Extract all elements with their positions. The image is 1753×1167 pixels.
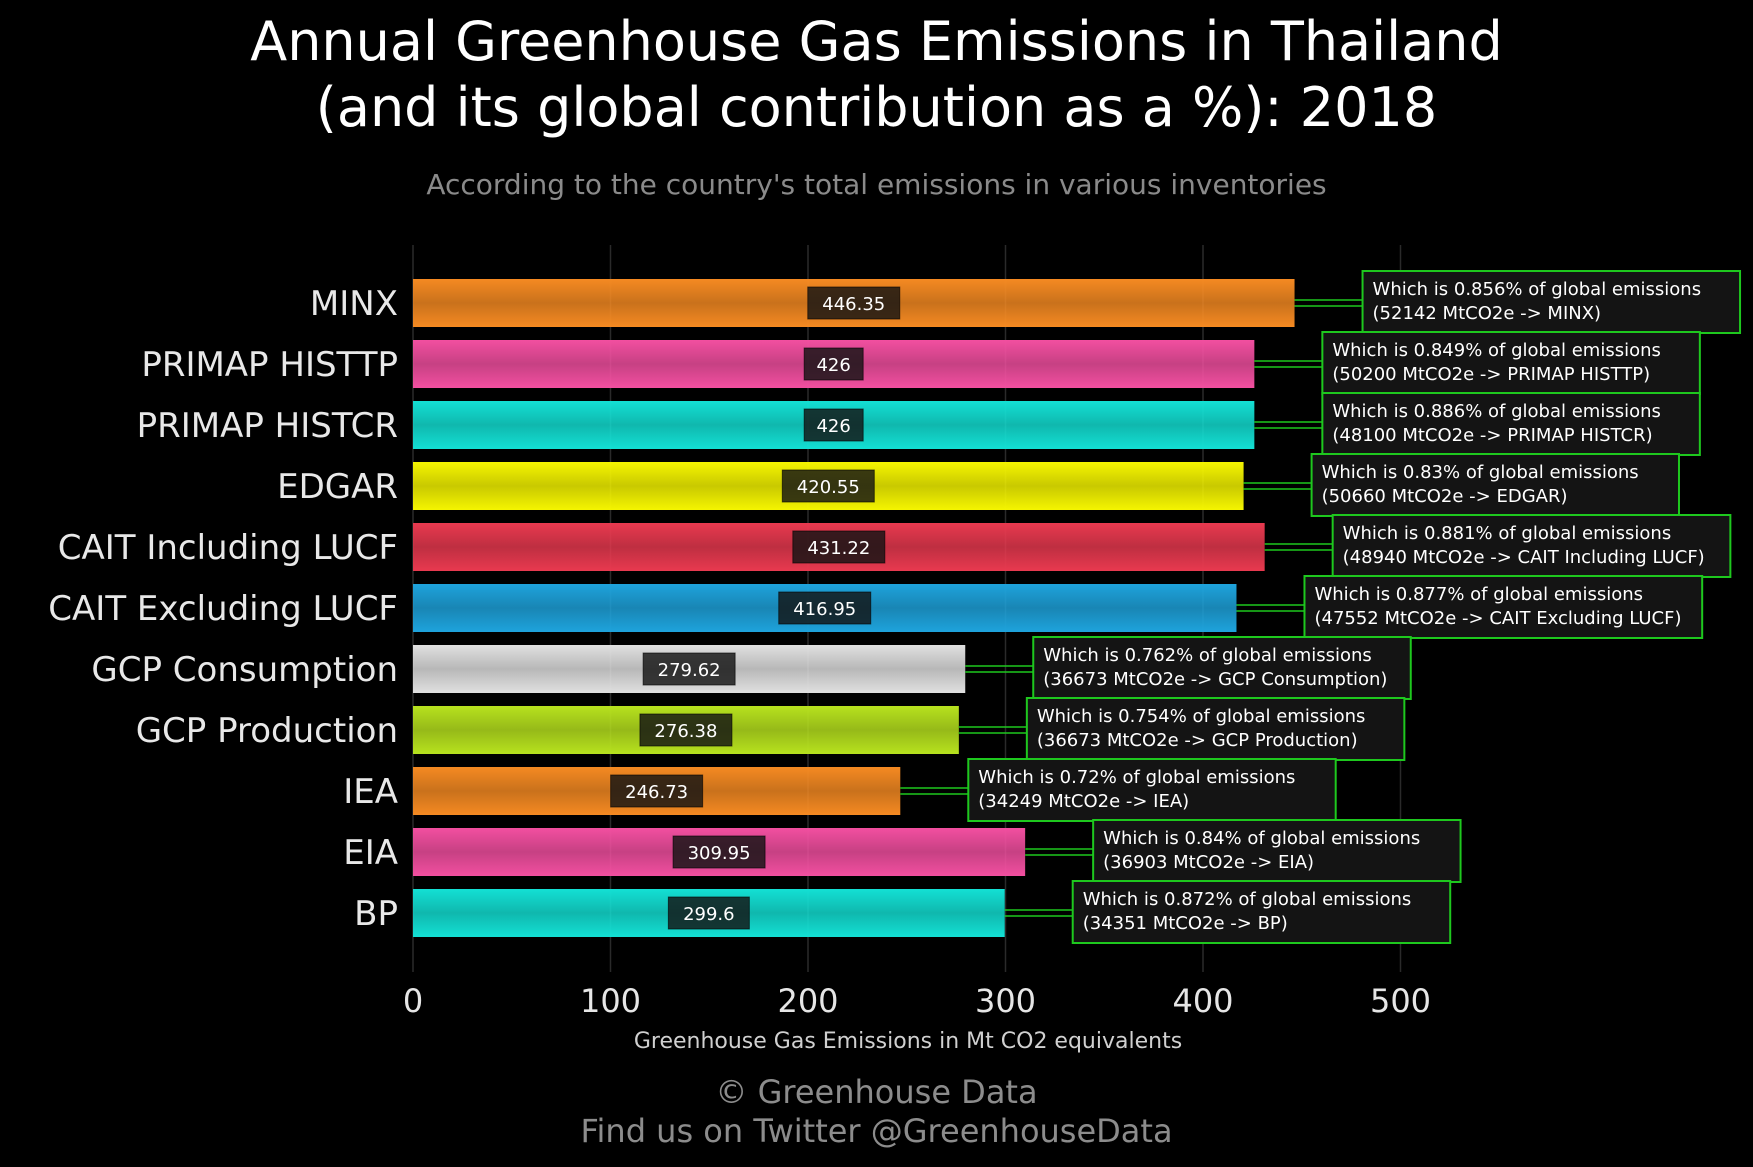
annotation-box xyxy=(1321,331,1701,395)
x-tick-label: 400 xyxy=(1172,982,1233,1020)
annotation-text-line-2: (34351 MtCO2e -> BP) xyxy=(1083,913,1288,934)
annotation-text-line-2: (36903 MtCO2e -> EIA) xyxy=(1103,852,1314,873)
y-category-label: EIA xyxy=(343,833,398,873)
annotation-text-line-2: (47552 MtCO2e -> CAIT Excluding LUCF) xyxy=(1314,608,1681,629)
y-category-label: MINX xyxy=(310,284,398,324)
value-label-box xyxy=(803,347,864,381)
annotation-box xyxy=(1303,575,1704,639)
annotation-box xyxy=(1032,636,1412,700)
annotation-box xyxy=(1361,270,1742,334)
chart-title-line-1: Annual Greenhouse Gas Emissions in Thail… xyxy=(250,10,1503,73)
value-label-box xyxy=(672,835,766,869)
annotation-box xyxy=(1310,453,1680,517)
x-tick-label: 300 xyxy=(975,982,1036,1020)
value-label: 431.22 xyxy=(807,538,870,559)
annotation-text-line-1: Which is 0.877% of global emissions xyxy=(1314,584,1643,605)
chart-title-line-2: (and its global contribution as a %): 20… xyxy=(315,76,1438,139)
value-label-box xyxy=(667,896,750,930)
annotation-text-line-1: Which is 0.872% of global emissions xyxy=(1083,889,1412,910)
annotation-text-line-2: (48940 MtCO2e -> CAIT Including LUCF) xyxy=(1343,547,1705,568)
annotation-text-line-1: Which is 0.856% of global emissions xyxy=(1373,279,1702,300)
value-label-box xyxy=(807,286,901,320)
bar-chart: 0 100 200 300 400 500 Greenhouse Gas Emissions… xyxy=(48,245,1742,1054)
annotation-text-line-1: Which is 0.881% of global emissions xyxy=(1343,523,1672,544)
value-label: 246.73 xyxy=(625,782,688,803)
annotation-text-line-1: Which is 0.84% of global emissions xyxy=(1103,828,1420,849)
y-category-label: BP xyxy=(354,894,398,934)
annotation-text-line-1: Which is 0.849% of global emissions xyxy=(1332,340,1661,361)
annotation-text-line-2: (50660 MtCO2e -> EDGAR) xyxy=(1322,486,1568,507)
annotation-text-line-2: (36673 MtCO2e -> GCP Production) xyxy=(1037,730,1358,751)
x-tick-label: 0 xyxy=(403,982,423,1020)
x-tick-label: 100 xyxy=(580,982,641,1020)
value-label: 446.35 xyxy=(822,294,885,315)
annotation-text-line-1: Which is 0.762% of global emissions xyxy=(1043,645,1372,666)
value-label-box xyxy=(803,408,864,442)
value-label: 426 xyxy=(816,416,850,437)
annotation-text-line-2: (52142 MtCO2e -> MINX) xyxy=(1373,303,1602,324)
annotation-box xyxy=(1025,697,1406,761)
value-label: 420.55 xyxy=(797,477,860,498)
y-category-label: GCP Production xyxy=(136,711,398,751)
value-label-box xyxy=(778,591,872,625)
chart-subtitle: According to the country's total emissio… xyxy=(426,168,1327,201)
footer-twitter: Find us on Twitter @GreenhouseData xyxy=(580,1112,1173,1150)
value-label: 416.95 xyxy=(793,599,856,620)
annotation-box xyxy=(1331,514,1732,578)
annotation-box xyxy=(1321,392,1701,456)
value-label: 279.62 xyxy=(658,660,721,681)
value-label-box xyxy=(642,652,736,686)
annotation-box xyxy=(1071,880,1452,944)
y-category-label: GCP Consumption xyxy=(91,650,398,690)
value-label: 276.38 xyxy=(654,721,717,742)
footer-copyright: © Greenhouse Data xyxy=(715,1073,1038,1111)
annotation-text-line-2: (34249 MtCO2e -> IEA) xyxy=(978,791,1189,812)
x-tick-label: 200 xyxy=(777,982,838,1020)
annotation-text-line-1: Which is 0.72% of global emissions xyxy=(978,767,1295,788)
value-label-box xyxy=(610,774,704,808)
annotation-text-line-1: Which is 0.754% of global emissions xyxy=(1037,706,1366,727)
y-category-label: PRIMAP HISTTP xyxy=(141,345,398,385)
value-label: 299.6 xyxy=(683,904,735,925)
value-label-box xyxy=(781,469,875,503)
y-category-label: CAIT Excluding LUCF xyxy=(48,589,398,629)
value-label: 309.95 xyxy=(688,843,751,864)
y-category-label: PRIMAP HISTCR xyxy=(137,406,398,446)
annotation-text-line-1: Which is 0.886% of global emissions xyxy=(1332,401,1661,422)
y-category-label: CAIT Including LUCF xyxy=(58,528,398,568)
value-label-box xyxy=(792,530,886,564)
x-tick-label: 500 xyxy=(1370,982,1431,1020)
annotation-text-line-2: (48100 MtCO2e -> PRIMAP HISTCR) xyxy=(1332,425,1652,446)
annotation-text-line-2: (50200 MtCO2e -> PRIMAP HISTTP) xyxy=(1332,364,1650,385)
annotation-text-line-1: Which is 0.83% of global emissions xyxy=(1322,462,1639,483)
x-axis-label: Greenhouse Gas Emissions in Mt CO2 equiv… xyxy=(634,1029,1182,1054)
annotation-text-line-2: (36673 MtCO2e -> GCP Consumption) xyxy=(1043,669,1387,690)
y-category-label: IEA xyxy=(343,772,398,812)
value-label: 426 xyxy=(816,355,850,376)
value-label-box xyxy=(639,713,733,747)
y-category-label: EDGAR xyxy=(277,467,398,507)
